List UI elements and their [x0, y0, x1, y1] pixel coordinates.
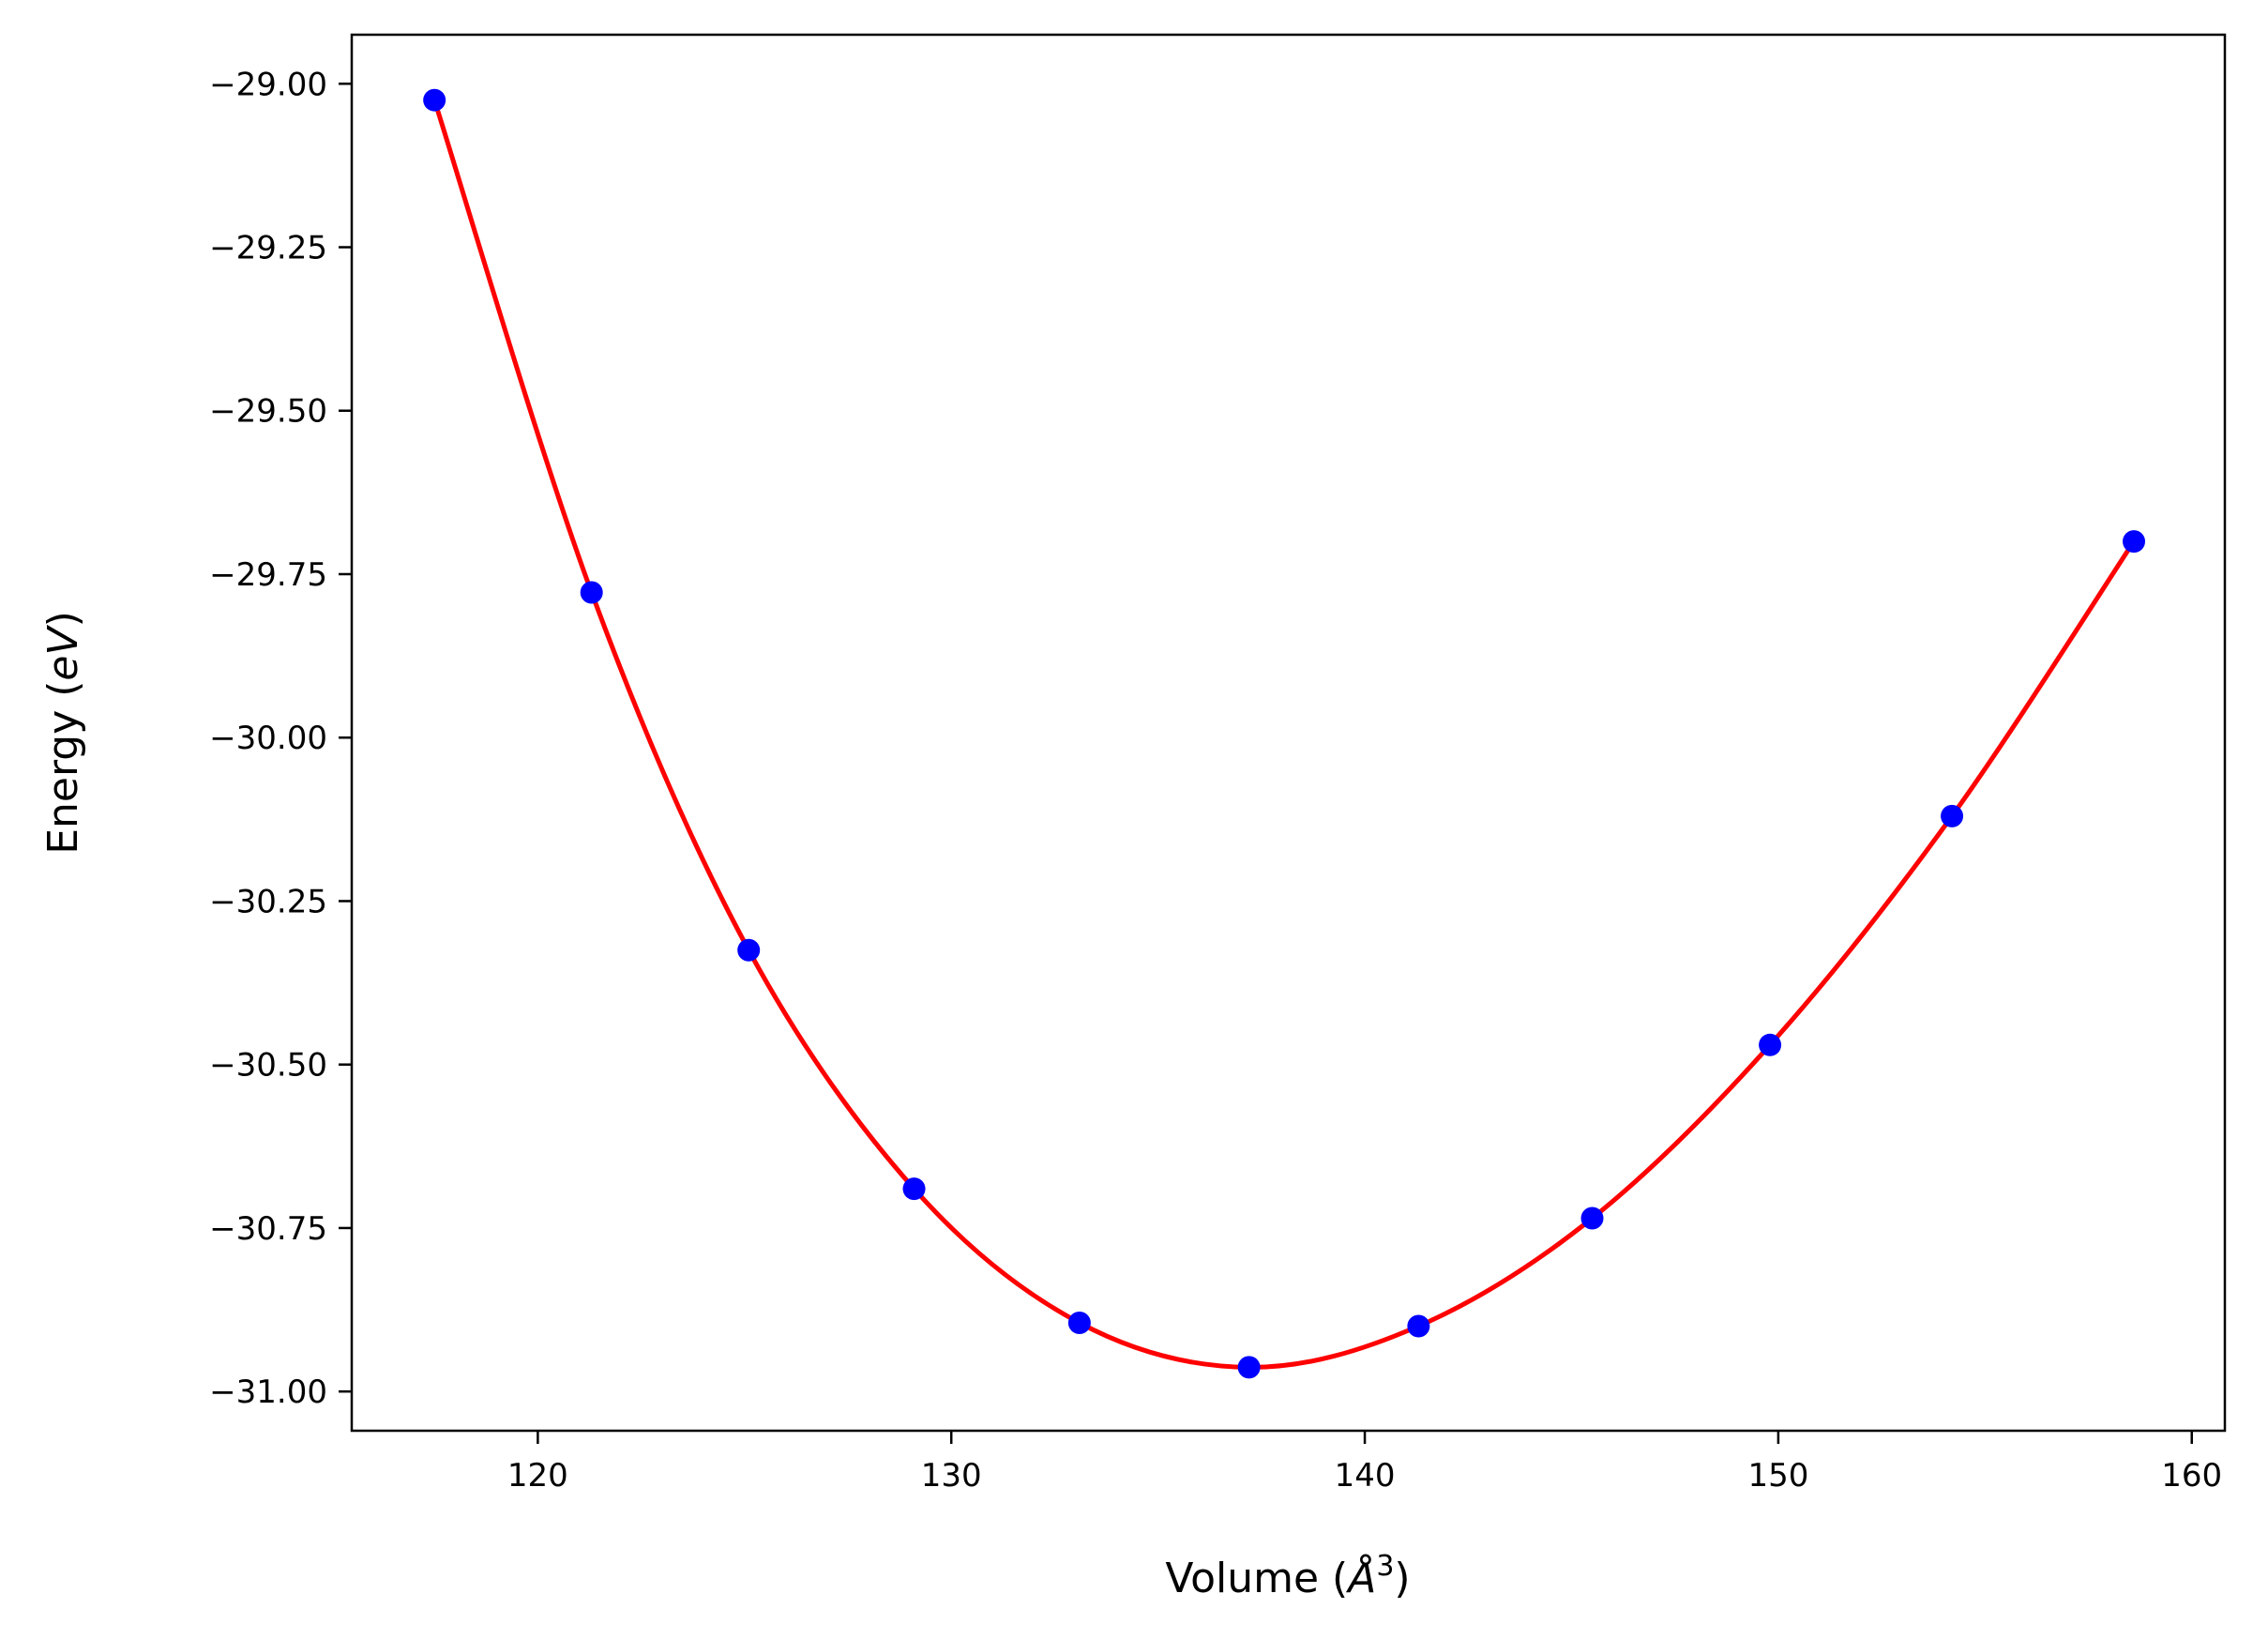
y-tick-label: −29.00: [209, 66, 327, 103]
data-point: [580, 581, 603, 604]
y-axis-label-prefix: Energy (: [39, 681, 87, 855]
y-tick-label: −29.75: [209, 556, 327, 594]
y-tick-label: −30.50: [209, 1047, 327, 1085]
fit-curve: [431, 99, 2137, 1370]
y-axis-label: Energy (eV): [39, 611, 87, 855]
x-tick-label: 150: [1747, 1457, 1808, 1495]
x-axis-ticks: 120 130 140 150 160: [507, 1431, 2222, 1495]
data-point: [1237, 1356, 1261, 1379]
x-tick-label: 130: [921, 1457, 982, 1495]
y-tick-label: −31.00: [209, 1373, 327, 1411]
x-axis-label-symbol: Å: [1345, 1553, 1376, 1602]
data-point: [1941, 804, 1964, 827]
x-tick-label: 160: [2161, 1457, 2222, 1495]
x-axis-label: Volume (Å3): [1165, 1550, 1410, 1602]
x-axis-label-superscript: 3: [1376, 1550, 1394, 1583]
y-tick-label: −29.25: [209, 230, 327, 267]
x-tick-label: 140: [1335, 1457, 1396, 1495]
plot-frame: [350, 33, 2227, 1433]
x-axis-label-prefix: Volume (: [1165, 1555, 1348, 1602]
y-tick-label: −30.75: [209, 1210, 327, 1248]
y-axis-label-suffix: ): [39, 611, 87, 627]
y-axis-ticks: −29.00 −29.25 −29.50 −29.75 −30.00 −30.25 −30.…: [209, 66, 352, 1411]
y-axis-label-unit: eV: [39, 625, 87, 681]
y-tick-label: −30.25: [209, 883, 327, 920]
data-point: [737, 938, 761, 962]
y-tick-label: −29.50: [209, 393, 327, 431]
data-points: [423, 88, 2146, 1379]
data-point: [423, 88, 446, 112]
data-point: [1759, 1033, 1782, 1056]
data-point: [2123, 530, 2146, 554]
x-tick-label: 120: [507, 1457, 568, 1495]
y-tick-label: −30.00: [209, 720, 327, 757]
data-point: [1067, 1312, 1091, 1335]
data-point: [902, 1177, 926, 1201]
x-axis-label-suffix: ): [1394, 1555, 1410, 1602]
data-point: [1580, 1206, 1604, 1230]
data-point: [1407, 1314, 1430, 1338]
